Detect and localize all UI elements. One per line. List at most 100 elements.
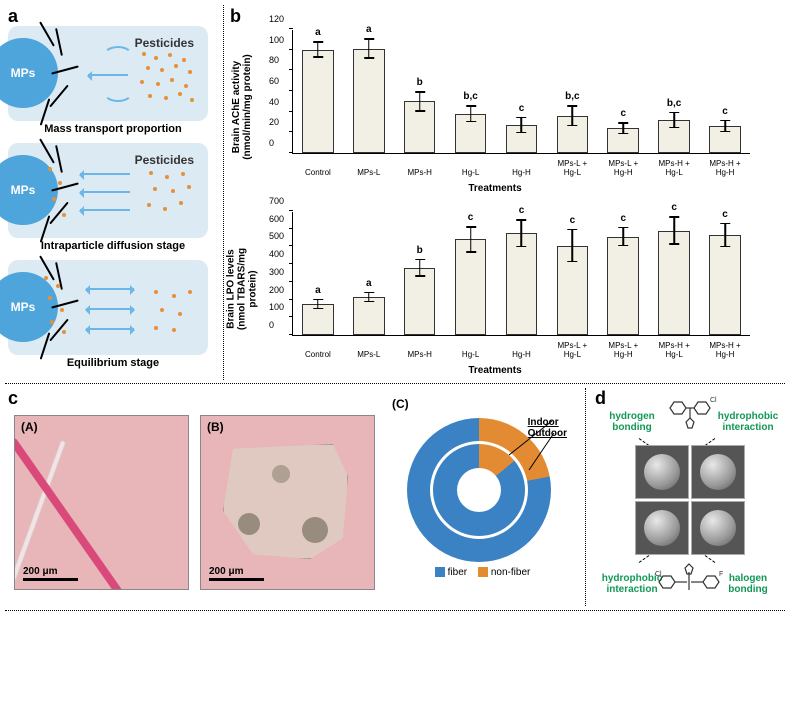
xtick: Hg-H (501, 169, 541, 177)
ytick: 0 (269, 138, 274, 148)
xtick: MPs-H +Hg-H (705, 160, 745, 177)
scale-bar (209, 578, 264, 581)
ytick: 300 (269, 267, 284, 277)
significance-label: c (455, 212, 487, 223)
error-bar (470, 226, 472, 253)
ytick: 500 (269, 231, 284, 241)
error-bar (673, 216, 675, 244)
micrograph-b-label: (B) (207, 420, 224, 434)
significance-label: c (506, 205, 538, 216)
xtick: Hg-H (501, 351, 541, 359)
significance-label: c (607, 213, 639, 224)
ytick: 200 (269, 285, 284, 295)
diagram-mass-transport: MPs Pesticides (8, 26, 208, 121)
ytick-mark (289, 263, 293, 264)
donut-label: (C) (392, 397, 409, 411)
bar (709, 235, 741, 335)
error-bar (572, 229, 574, 263)
error-bar (317, 41, 319, 58)
ytick-mark (289, 334, 293, 335)
scale-text: 200 μm (23, 566, 57, 577)
mp-tentacle (55, 28, 63, 56)
panel-d: d hydrogenbonding hydrophobicinteraction… (595, 390, 785, 605)
legend-label-fiber: fiber (448, 567, 467, 578)
ytick: 100 (269, 35, 284, 45)
error-bar (724, 223, 726, 248)
sem-cell (635, 501, 689, 555)
bar (353, 297, 385, 335)
bar (506, 233, 538, 335)
ytick-mark (289, 281, 293, 282)
pesticide-dots (138, 50, 198, 110)
sem-sphere (644, 510, 680, 546)
error-bar (623, 122, 625, 134)
pesticide-label: Pesticides (135, 36, 194, 50)
panel-c-label: c (8, 388, 18, 409)
ytick-mark (289, 90, 293, 91)
ytick-mark (289, 210, 293, 211)
xtick: MPs-L +Hg-H (603, 160, 643, 177)
sem-cell (635, 445, 689, 499)
pesticide-dots (143, 167, 198, 222)
significance-label: c (709, 106, 741, 117)
panel-c: c (A) 200 μm (B) 200 μm (C) Indoor Outdo… (8, 390, 578, 605)
pesticide-dots (148, 286, 198, 336)
xtick: MPs-L +Hg-L (552, 160, 592, 177)
significance-label: a (353, 278, 385, 289)
interaction-label-tl: hydrogenbonding (597, 412, 667, 433)
mp-label: MPs (11, 300, 36, 314)
micrograph-b: (B) 200 μm (200, 415, 375, 590)
ytick: 20 (269, 117, 279, 127)
ytick-mark (289, 69, 293, 70)
flow-arrow (103, 82, 133, 102)
diagram-intraparticle: MPs Pesticides (8, 143, 208, 238)
flow-arrow (88, 74, 128, 76)
ytick-mark (289, 111, 293, 112)
chart-lpo: Brain LPO levels(nmol TBARS/mg protein) … (230, 204, 760, 374)
mp-label: MPs (11, 183, 36, 197)
donut-legend: fiber non-fiber (386, 567, 571, 578)
xtick: MPs-H +Hg-L (654, 342, 694, 359)
micrograph-a: (A) 200 μm (14, 415, 189, 590)
sem-grid (635, 445, 745, 555)
ytick: 700 (269, 196, 284, 206)
ytick: 600 (269, 214, 284, 224)
svg-text:Cl: Cl (710, 397, 717, 404)
significance-label: b,c (557, 91, 589, 102)
significance-label: a (302, 27, 334, 38)
error-bar (470, 105, 472, 122)
ytick-mark (289, 299, 293, 300)
x-axis-label-lpo: Treatments (468, 365, 521, 376)
bar (607, 237, 639, 335)
flow-arrow (103, 46, 133, 66)
scale-bar (23, 578, 78, 581)
ytick: 100 (269, 302, 284, 312)
pesticide-label: Pesticides (135, 153, 194, 167)
legend-swatch-fiber (435, 567, 445, 577)
error-bar (572, 105, 574, 126)
svg-text:Cl: Cl (655, 571, 662, 578)
error-bar (521, 219, 523, 247)
legend-swatch-nonfiber (478, 567, 488, 577)
sem-sphere (700, 454, 736, 490)
ytick: 120 (269, 14, 284, 24)
bar (302, 50, 334, 153)
interaction-label-tr: hydrophobicinteraction (713, 412, 783, 433)
diagram-equilibrium: MPs (8, 260, 208, 355)
pesticide-dots (48, 163, 108, 223)
sem-sphere (700, 510, 736, 546)
ytick: 60 (269, 76, 279, 86)
scale-text: 200 μm (209, 566, 243, 577)
bar (353, 49, 385, 153)
molecule-top: Cl (660, 392, 720, 439)
significance-label: c (557, 215, 589, 226)
ytick: 40 (269, 97, 279, 107)
svg-text:F: F (719, 571, 723, 578)
legend-label-nonfiber: non-fiber (491, 567, 530, 578)
significance-label: b (404, 77, 436, 88)
xtick: MPs-L +Hg-H (603, 342, 643, 359)
sem-cell (691, 445, 745, 499)
y-axis-label-lpo: Brain LPO levels(nmol TBARS/mg protein) (226, 229, 259, 349)
ytick: 0 (269, 320, 274, 330)
error-bar (724, 120, 726, 132)
